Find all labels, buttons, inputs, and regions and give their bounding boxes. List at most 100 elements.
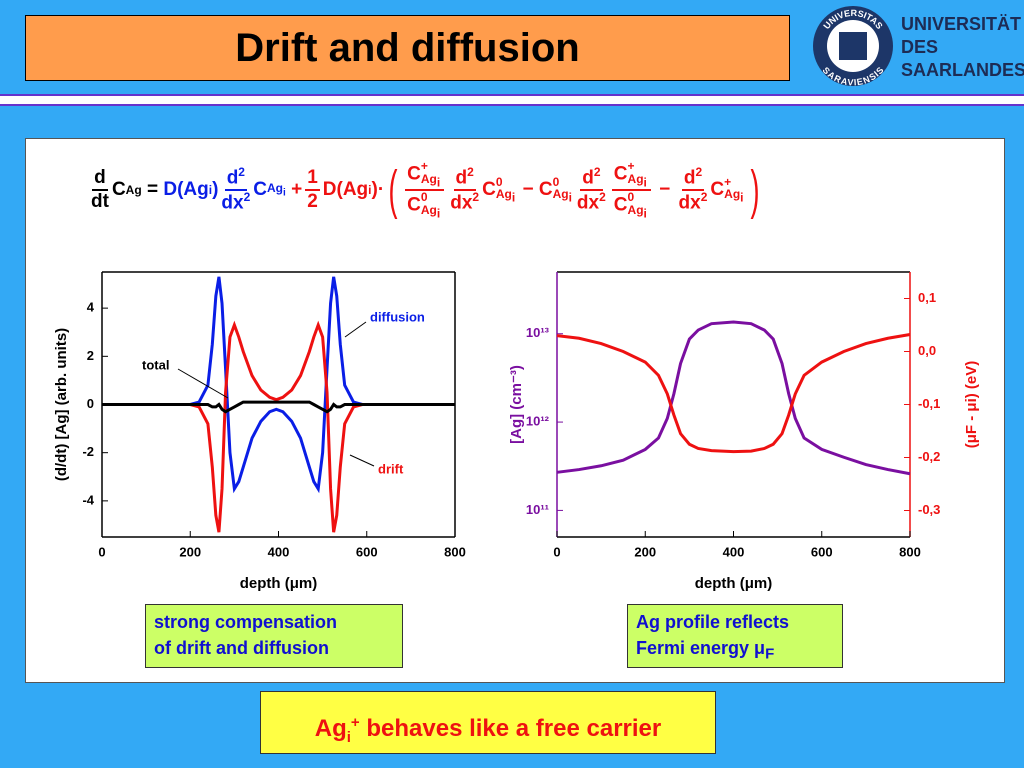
text-part: i xyxy=(511,190,516,205)
text-part: = xyxy=(146,179,159,200)
note: strong compensation of drift and diffusio… xyxy=(145,604,403,668)
text-group: C + Agi C 0 Agi xyxy=(405,159,445,219)
text-group: Fermi energy μF xyxy=(636,635,834,668)
text-part: C xyxy=(613,194,628,216)
y-axis-label: (d/dt) [Ag] (arb. units) xyxy=(53,328,70,481)
text-part: dx xyxy=(576,192,600,214)
text-group: d2 dx2 xyxy=(450,165,479,214)
series-label: drift xyxy=(378,461,404,476)
text-part: Fermi energy μ xyxy=(636,638,766,658)
y-tick-label: 10¹¹ xyxy=(526,502,549,517)
y2-tick-label: -0,3 xyxy=(918,502,940,517)
text-part: ) xyxy=(749,160,759,220)
logo-text: DES xyxy=(901,37,938,57)
text-group: Agi xyxy=(496,188,515,204)
text-part: 0 xyxy=(495,174,503,189)
text-part: C xyxy=(111,179,126,200)
logo: UNIVERSITAS SARAVIENSIS UNIVERSITÄT DES … xyxy=(813,6,1024,88)
text-part: C xyxy=(253,179,268,200)
text-part: i xyxy=(643,175,647,190)
text-group: d dt C Ag = xyxy=(88,167,163,213)
text-part: of drift and diffusion xyxy=(154,638,329,658)
text-part: − xyxy=(522,179,534,200)
text-part: + xyxy=(420,159,428,174)
text-part: Ag xyxy=(314,715,347,742)
text-part: d xyxy=(226,167,239,189)
text-part: 0 xyxy=(627,190,635,204)
text-part: − xyxy=(659,179,671,200)
text-part: + xyxy=(627,159,635,174)
text-group: Agi xyxy=(628,173,647,189)
text-part: i xyxy=(436,175,441,190)
text-group: 0 Agi xyxy=(628,191,647,220)
text-part: behaves like a free carrier xyxy=(359,715,662,742)
x-tick-label: 800 xyxy=(444,544,466,559)
x-tick-label: 400 xyxy=(723,544,745,559)
text-part: ( xyxy=(336,179,343,200)
text-part: Ag xyxy=(125,183,142,197)
series-line xyxy=(556,320,911,476)
logo-text: UNIVERSITÄT xyxy=(901,14,1021,34)
text-part: 2 xyxy=(307,191,318,212)
text-part: d xyxy=(455,167,468,189)
text-group: Agi xyxy=(553,188,572,204)
text-group: Agi xyxy=(267,181,286,198)
title: Drift and diffusion xyxy=(25,15,790,81)
text-group: Agi xyxy=(724,188,743,204)
text-part: i xyxy=(346,728,351,746)
text-part: i xyxy=(740,190,744,205)
y-tick-label: 2 xyxy=(87,348,94,363)
text-part: Ag profile reflects xyxy=(636,612,790,632)
x-axis-label: depth (μm) xyxy=(695,575,773,592)
series-line xyxy=(102,320,455,533)
text-part: 1 xyxy=(305,167,320,191)
text-part: dt xyxy=(91,191,109,212)
text-part: ) xyxy=(371,179,378,200)
text-group: C + Agi xyxy=(611,159,651,191)
text-part: dx xyxy=(221,192,244,214)
text-part: F xyxy=(765,645,775,663)
x-axis-label: depth (μm) xyxy=(240,575,318,592)
logo-text: SAARLANDES xyxy=(901,60,1024,80)
series-label: total xyxy=(142,357,169,372)
text-part: Ag xyxy=(627,172,644,187)
text-part: + xyxy=(350,714,360,731)
text-group: dx2 xyxy=(678,190,708,214)
text-group: C + Agi C 0 Agi xyxy=(611,159,651,220)
text-group: 0 Agi xyxy=(553,176,572,205)
seal-emblem xyxy=(839,32,867,60)
y-tick-label: -4 xyxy=(82,492,94,507)
text-part: Ag xyxy=(342,179,369,200)
text-part: 0 xyxy=(420,190,428,204)
charts: 0 200 400 600 800 -4 -2 0 2 4 depth (μm) (d/dt) [Ag… xyxy=(53,271,980,592)
label-pointer xyxy=(349,454,375,467)
y-tick-label: 0 xyxy=(87,396,94,411)
x-tick-label: 200 xyxy=(634,544,656,559)
y2-tick-label: 0,0 xyxy=(918,343,936,358)
text-part: Ag xyxy=(627,202,644,217)
note: Ag profile reflects Fermi energy μF xyxy=(627,604,843,668)
text-part: Ag xyxy=(183,179,209,200)
y-tick-label: 10¹³ xyxy=(526,325,550,340)
x-tick-label: 200 xyxy=(179,544,201,559)
text-part: C xyxy=(710,179,725,200)
header-stripe xyxy=(0,94,1024,106)
text-part: dx xyxy=(450,192,473,214)
text-group: d2 xyxy=(681,165,705,191)
text-part: dx xyxy=(678,192,701,214)
text-part: Ag xyxy=(552,187,569,202)
text-group: C 0 Agi xyxy=(614,191,649,220)
y2-axis-label: (μF - μi) (eV) xyxy=(963,361,980,449)
text-part: Ag xyxy=(420,172,437,187)
text-group: Agi xyxy=(421,173,440,189)
text-part: 2 xyxy=(238,164,245,179)
y-tick-label: 10¹² xyxy=(526,414,550,429)
text-part: C xyxy=(613,163,628,185)
text-part: 2 xyxy=(599,190,606,204)
text-part: Ag xyxy=(267,181,284,196)
text-part: C xyxy=(407,163,421,185)
y-tick-label: -2 xyxy=(82,444,94,459)
text-group: dx2 xyxy=(221,190,250,214)
